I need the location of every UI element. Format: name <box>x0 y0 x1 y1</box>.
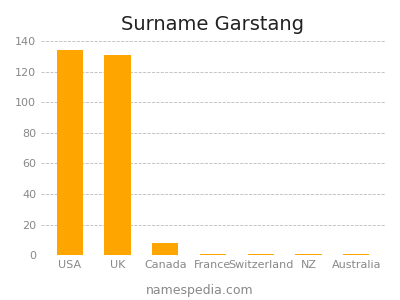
Text: namespedia.com: namespedia.com <box>146 284 254 297</box>
Bar <box>200 254 226 255</box>
Bar <box>57 50 83 255</box>
Bar <box>343 254 369 255</box>
Bar <box>248 254 274 255</box>
Bar <box>104 55 131 255</box>
Bar <box>295 254 322 255</box>
Bar <box>152 243 178 255</box>
Title: Surname Garstang: Surname Garstang <box>122 15 304 34</box>
